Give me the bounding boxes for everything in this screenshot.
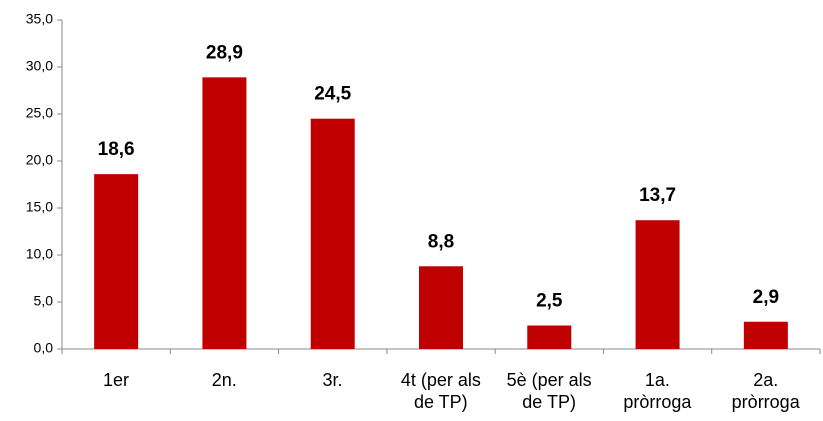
value-label: 2,9 — [753, 287, 779, 308]
x-tick-label: 1a. pròrroga — [623, 370, 692, 412]
bar — [310, 118, 355, 349]
value-label: 13,7 — [639, 185, 676, 206]
x-tick-label: 4t (per als de TP) — [400, 370, 481, 412]
y-tick-label: 35,0 — [26, 11, 53, 27]
x-tick-label: 5è (per als de TP) — [506, 370, 592, 412]
x-tick-label: 1er — [102, 370, 129, 390]
x-tick-label: 2n. — [211, 370, 237, 390]
x-tick-label: 3r. — [322, 370, 343, 390]
y-tick-label: 25,0 — [26, 105, 53, 121]
bar — [635, 220, 680, 349]
bar — [202, 77, 247, 349]
value-label: 8,8 — [428, 231, 454, 252]
bar — [527, 325, 572, 349]
y-tick-label: 5,0 — [34, 293, 54, 309]
bar — [419, 266, 463, 349]
bar — [743, 321, 788, 349]
x-tick-label: 2a. pròrroga — [731, 370, 800, 412]
value-label: 18,6 — [98, 139, 135, 160]
value-label: 28,9 — [206, 42, 243, 63]
y-tick-label: 20,0 — [26, 152, 53, 168]
value-label: 24,5 — [314, 84, 351, 105]
bar — [94, 174, 139, 349]
y-tick-label: 30,0 — [26, 58, 53, 74]
y-tick-label: 0,0 — [34, 340, 54, 356]
value-label: 2,5 — [536, 291, 563, 312]
y-tick-label: 15,0 — [26, 199, 53, 215]
y-tick-label: 10,0 — [26, 246, 53, 262]
